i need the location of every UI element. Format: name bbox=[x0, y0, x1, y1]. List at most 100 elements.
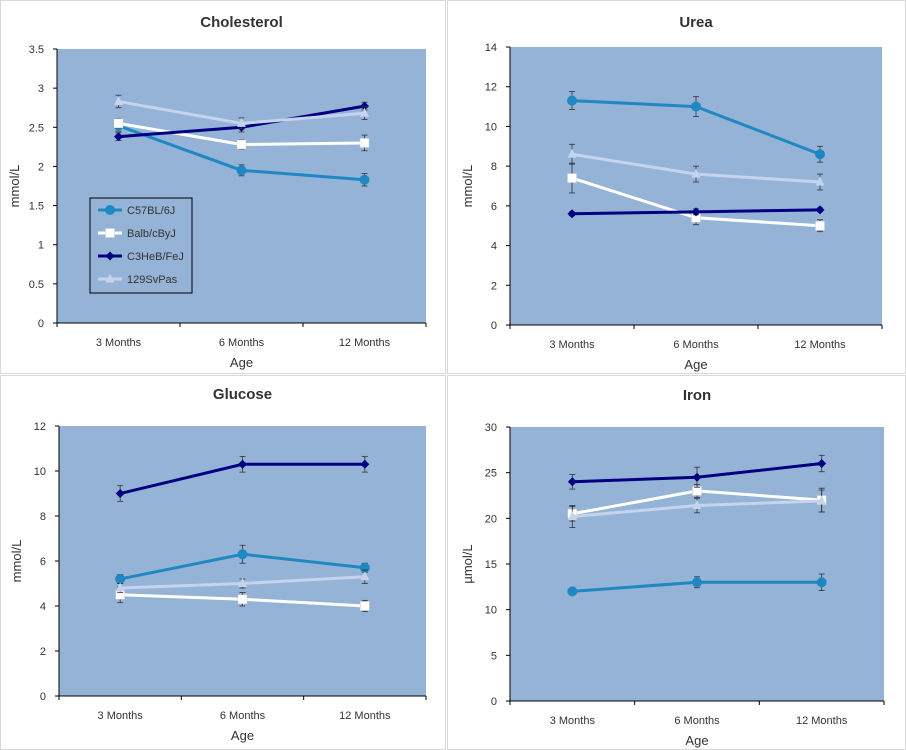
x-tick-label: 12 Months bbox=[794, 339, 846, 351]
x-tick-label: 3 Months bbox=[550, 715, 596, 727]
data-point bbox=[114, 132, 123, 142]
series-1 bbox=[113, 118, 370, 152]
chart-title: Glucose bbox=[213, 386, 272, 403]
y-tick-label: 10 bbox=[485, 605, 497, 617]
data-point bbox=[360, 101, 369, 111]
y-axis-label: mmol/L bbox=[9, 540, 24, 583]
y-tick-label: 1.5 bbox=[29, 201, 44, 213]
plot-area bbox=[510, 47, 882, 325]
y-tick-label: 2.5 bbox=[29, 122, 44, 134]
data-point bbox=[815, 176, 825, 186]
data-point bbox=[815, 220, 825, 231]
x-tick-label: 6 Months bbox=[219, 337, 265, 349]
data-point bbox=[816, 577, 827, 588]
y-tick-label: 4 bbox=[40, 601, 46, 613]
data-point bbox=[692, 486, 702, 496]
data-point bbox=[567, 148, 577, 158]
x-tick-label: 12 Months bbox=[796, 715, 848, 727]
y-tick-label: 3 bbox=[38, 83, 44, 95]
data-point bbox=[691, 207, 701, 217]
data-point bbox=[236, 139, 247, 150]
x-tick-label: 6 Months bbox=[220, 710, 266, 722]
y-tick-label: 0 bbox=[38, 318, 44, 330]
chart-panel-2: Glucose 0 2 4 6 8 10 12 3 Months 6 Months 12 Month… bbox=[0, 375, 446, 750]
legend-label: 129SvPas bbox=[127, 274, 178, 286]
data-point bbox=[692, 577, 702, 588]
data-point bbox=[115, 489, 125, 498]
data-point bbox=[567, 209, 577, 219]
data-point bbox=[237, 549, 248, 560]
legend-swatch-marker bbox=[105, 228, 115, 238]
data-point bbox=[692, 472, 702, 482]
legend-swatch-marker bbox=[105, 273, 115, 283]
data-point bbox=[238, 459, 247, 469]
x-tick-label: 6 Months bbox=[673, 339, 719, 351]
legend-label: Balb/cByJ bbox=[127, 228, 176, 240]
y-tick-label: 30 bbox=[485, 422, 497, 434]
y-tick-label: 6 bbox=[40, 556, 46, 568]
series-0 bbox=[567, 573, 827, 597]
data-point bbox=[567, 511, 577, 521]
y-tick-label: 12 bbox=[34, 421, 46, 433]
y-tick-label: 1 bbox=[38, 240, 44, 252]
data-point bbox=[236, 165, 247, 176]
x-tick-label: 12 Months bbox=[339, 710, 391, 722]
data-point bbox=[113, 118, 124, 129]
y-tick-label: 2 bbox=[38, 161, 44, 173]
y-axis-label: mmol/L bbox=[7, 165, 22, 208]
data-point bbox=[359, 174, 370, 185]
data-point bbox=[817, 459, 827, 469]
x-tick-label: 6 Months bbox=[674, 715, 720, 727]
y-tick-label: 0.5 bbox=[29, 279, 44, 291]
y-axis-label: µmol/L bbox=[460, 544, 475, 583]
series-3 bbox=[115, 569, 370, 593]
series-2 bbox=[115, 455, 370, 502]
data-point bbox=[114, 95, 123, 105]
data-point bbox=[691, 101, 701, 112]
chart-panel-1: Urea 0 2 4 6 8 10 12 14 3 Months 6 Months 12 Months… bbox=[447, 0, 906, 374]
y-tick-label: 12 bbox=[485, 82, 497, 94]
y-tick-label: 4 bbox=[491, 241, 497, 253]
chart-title: Iron bbox=[683, 387, 711, 404]
x-tick-label: 12 Months bbox=[339, 337, 391, 349]
x-axis-label: Age bbox=[230, 355, 253, 370]
x-axis-label: Age bbox=[685, 733, 708, 748]
data-point bbox=[360, 459, 370, 469]
legend: C57BL/6J Balb/cByJ C3HeB/FeJ 129SvPas bbox=[89, 197, 193, 294]
chart-panel-0: Cholesterol 0 0.5 1 1.5 2 2.5 3 3.5 3 Months 6 Mon… bbox=[0, 0, 446, 374]
data-point bbox=[567, 477, 577, 487]
legend-swatch-marker bbox=[105, 205, 115, 215]
x-axis-label: Age bbox=[684, 357, 707, 372]
x-tick-label: 3 Months bbox=[98, 710, 144, 722]
x-tick-label: 3 Months bbox=[549, 339, 595, 351]
y-tick-label: 5 bbox=[491, 650, 497, 662]
y-tick-label: 20 bbox=[485, 513, 497, 525]
data-point bbox=[359, 138, 370, 148]
series-0 bbox=[115, 544, 370, 584]
data-point bbox=[692, 500, 702, 510]
x-tick-label: 3 Months bbox=[96, 337, 142, 349]
legend-box bbox=[89, 197, 193, 294]
data-point bbox=[115, 574, 126, 584]
data-point bbox=[238, 578, 247, 587]
chart-title: Cholesterol bbox=[200, 14, 283, 31]
series-3 bbox=[567, 489, 827, 528]
y-tick-label: 0 bbox=[491, 320, 497, 332]
data-point bbox=[360, 601, 370, 611]
y-tick-label: 0 bbox=[491, 696, 497, 708]
series-1 bbox=[115, 586, 370, 613]
data-point bbox=[691, 168, 701, 178]
y-tick-label: 0 bbox=[40, 691, 46, 703]
data-point bbox=[567, 173, 577, 183]
data-point bbox=[567, 586, 578, 597]
series-0 bbox=[567, 91, 825, 163]
series-3 bbox=[114, 94, 369, 130]
data-point bbox=[360, 107, 369, 117]
data-point bbox=[237, 594, 248, 604]
chart-title: Urea bbox=[679, 14, 713, 31]
data-point bbox=[815, 205, 825, 215]
legend-label: C57BL/6J bbox=[127, 205, 175, 217]
series-2 bbox=[567, 205, 825, 219]
